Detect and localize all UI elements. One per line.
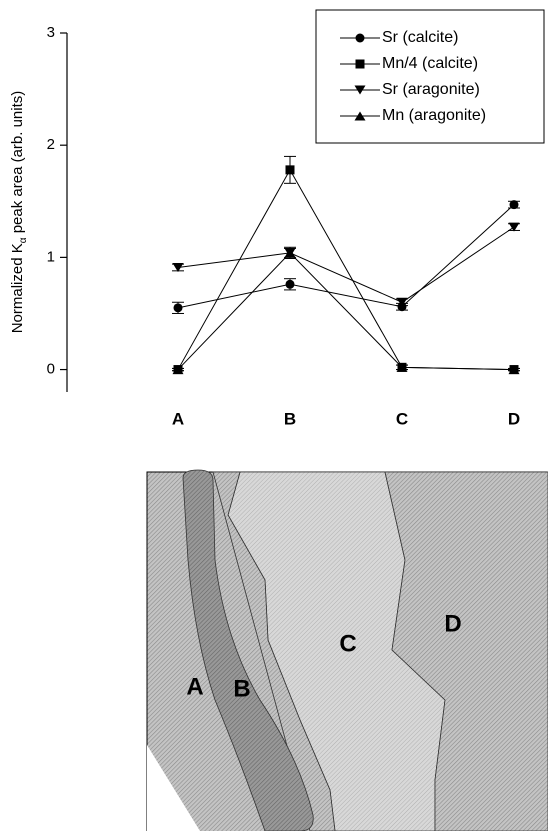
legend-label: Sr (calcite) [382, 29, 458, 46]
y-tick-label: 0 [47, 361, 55, 378]
marker [174, 303, 183, 312]
marker [286, 165, 295, 174]
x-tick-label: B [284, 409, 296, 428]
legend-label: Mn/4 (calcite) [382, 55, 478, 72]
x-tick-label: C [396, 409, 408, 428]
series-line [178, 205, 514, 308]
x-tick-label: D [508, 409, 520, 428]
y-tick-label: 3 [47, 24, 55, 41]
marker [510, 200, 519, 209]
region-label: B [233, 675, 250, 702]
y-tick-label: 1 [47, 248, 55, 265]
series-line [178, 227, 514, 302]
y-label-part: Normalized K [9, 243, 26, 333]
diagram: A B C D [147, 470, 548, 831]
marker [356, 34, 365, 43]
region-label: D [444, 610, 461, 637]
y-axis-label: Normalized Kα peak area (arb. units) [9, 91, 29, 334]
y-tick-label: 2 [47, 136, 55, 153]
y-label-part: peak area (arb. units) [9, 91, 26, 238]
x-tick-label: A [172, 409, 184, 428]
series-line [178, 253, 514, 370]
legend-label: Mn (aragonite) [382, 107, 486, 124]
legend-label: Sr (aragonite) [382, 81, 480, 98]
region-label: C [339, 630, 356, 657]
marker [356, 60, 365, 69]
series-line [178, 170, 514, 370]
marker [286, 280, 295, 289]
figure: A B C D Normalized Kα peak area (arb. un… [0, 0, 548, 831]
region-label: A [186, 673, 203, 700]
